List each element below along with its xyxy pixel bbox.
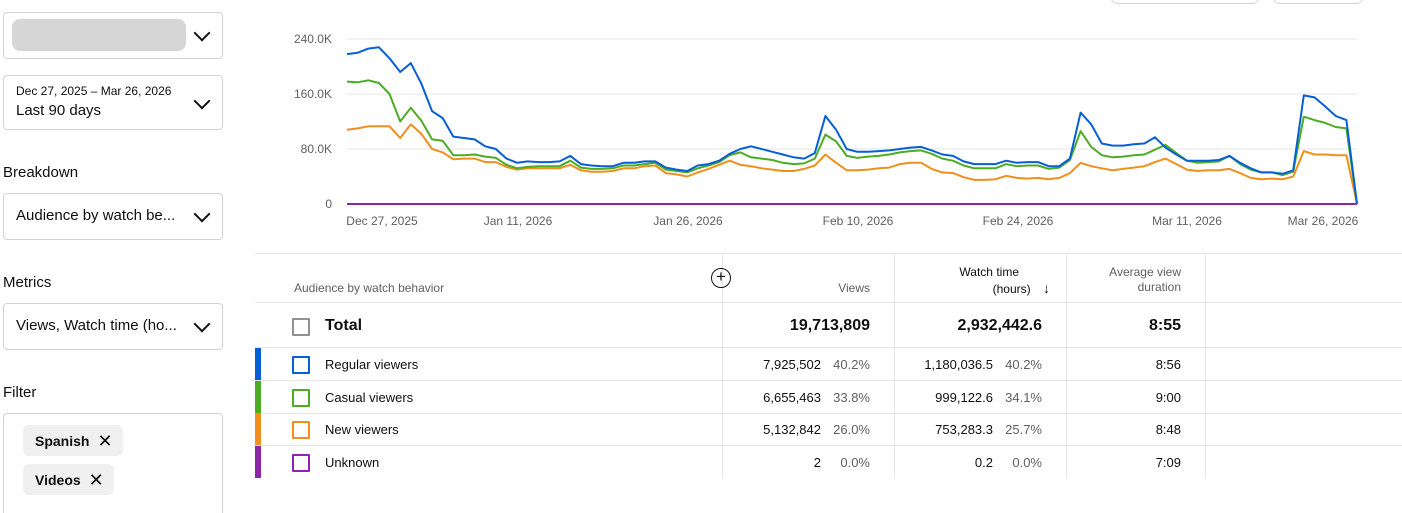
row-checkbox[interactable] [292,421,310,439]
x-tick-label: Jan 26, 2026 [653,214,723,228]
y-tick-label: 160.0K [294,87,332,101]
row-views: 6,655,463 [763,390,821,405]
column-header-avg-view-duration[interactable]: Average view duration [1080,265,1181,295]
total-watch-time: 2,932,442.6 [957,317,1042,334]
row-views: 7,925,502 [763,357,821,372]
series-color-bar [255,413,261,445]
channel-selector[interactable] [3,12,223,59]
row-name: New viewers [325,422,399,437]
column-header-dimension[interactable]: Audience by watch behavior [294,281,445,295]
total-checkbox[interactable] [292,318,310,336]
row-watch-pct: 25.7% [1005,422,1042,437]
breakdown-value: Audience by watch be... [16,207,176,224]
row-views-pct: 33.8% [833,390,870,405]
row-watch-pct: 34.1% [1005,390,1042,405]
column-divider [722,253,723,478]
column-header-views[interactable]: Views [838,281,870,295]
row-checkbox[interactable] [292,356,310,374]
row-avd: 8:48 [1155,422,1181,437]
series-color-bar [255,348,261,380]
avd-line1: Average view [1109,265,1181,279]
filter-chip-label: Spanish [35,432,90,449]
row-checkbox[interactable] [292,454,310,472]
row-views-pct: 26.0% [833,422,870,437]
row-watch-time: 0.2 [974,455,993,470]
avd-line2: duration [1137,280,1181,294]
total-label: Total [325,317,363,334]
table-top-border [255,253,1402,254]
chevron-down-icon [193,315,211,333]
column-divider [1066,253,1067,478]
filter-chip-videos[interactable]: Videos ✕ [23,464,114,495]
row-views-pct: 40.2% [833,357,870,372]
row-avd: 8:56 [1155,357,1181,372]
channel-name-redacted [12,19,186,51]
row-watch-time: 753,283.3 [935,422,993,437]
date-range-text: Dec 27, 2025 – Mar 26, 2026 [16,84,172,98]
series-color-bar [255,381,261,413]
breakdown-selector[interactable]: Audience by watch be... [3,193,223,240]
total-avd: 8:55 [1148,317,1181,334]
column-divider [1205,253,1206,478]
metrics-label: Metrics [3,274,52,291]
filter-chip-label: Videos [35,471,81,488]
plus-icon: + [716,267,726,286]
series-color-bar [255,446,261,478]
watch-time-line1: Watch time [959,265,1019,279]
row-checkbox[interactable] [292,389,310,407]
row-watch-pct: 0.0% [1012,455,1042,470]
x-tick-label: Mar 11, 2026 [1152,214,1222,228]
series-line-casual-viewers [346,79,1358,205]
row-divider [255,413,1402,414]
filter-label: Filter [3,384,37,401]
row-avd: 9:00 [1155,390,1181,405]
filter-chip-spanish[interactable]: Spanish ✕ [23,425,123,456]
x-tick-label: Dec 27, 2025 [346,214,418,228]
row-watch-time: 999,122.6 [935,390,993,405]
row-name: Regular viewers [325,357,419,372]
sort-down-arrow-icon[interactable]: ↓ [1043,280,1050,296]
row-watch-pct: 40.2% [1005,357,1042,372]
row-divider [255,347,1402,348]
date-range-selector[interactable]: Dec 27, 2025 – Mar 26, 2026 Last 90 days [3,75,223,130]
y-tick-label: 240.0K [294,32,332,46]
row-divider [255,380,1402,381]
watch-time-line2: (hours) [992,282,1031,296]
watch-time-line2-wrap: (hours) ↓ [930,281,1050,297]
y-tick-label: 0 [325,197,332,211]
metrics-value: Views, Watch time (ho... [16,317,177,334]
add-metric-button[interactable]: + [711,268,731,288]
x-tick-label: Feb 24, 2026 [983,214,1054,228]
x-tick-label: Jan 11, 2026 [484,214,553,228]
x-tick-label: Mar 26, 2026 [1288,214,1359,228]
metrics-selector[interactable]: Views, Watch time (ho... [3,303,223,350]
period-text: Last 90 days [16,102,102,119]
close-icon[interactable]: ✕ [97,430,113,451]
row-views-pct: 0.0% [840,455,870,470]
x-tick-label: Feb 10, 2026 [823,214,894,228]
header-bottom-border [255,302,1402,303]
row-avd: 7:09 [1155,455,1181,470]
close-icon[interactable]: ✕ [88,469,104,490]
row-views: 2 [813,455,821,470]
column-header-watch-time[interactable]: Watch time (hours) ↓ [930,265,1050,297]
total-views: 19,713,809 [789,317,870,334]
row-views: 5,132,842 [763,422,821,437]
row-watch-time: 1,180,036.5 [924,357,993,372]
column-divider [894,253,895,478]
series-line-new-viewers [346,123,1358,205]
filter-box: Spanish ✕ Videos ✕ [3,413,223,513]
row-name: Casual viewers [325,390,414,405]
line-chart: 240.0K 160.0K 80.0K 0 Dec 27, 2025 Jan 11, 2… [294,32,1359,228]
series-line-regular-viewers [346,46,1358,205]
breakdown-label: Breakdown [3,164,79,181]
row-name: Unknown [325,455,380,470]
row-divider [255,445,1402,446]
y-tick-label: 80.0K [301,142,332,156]
